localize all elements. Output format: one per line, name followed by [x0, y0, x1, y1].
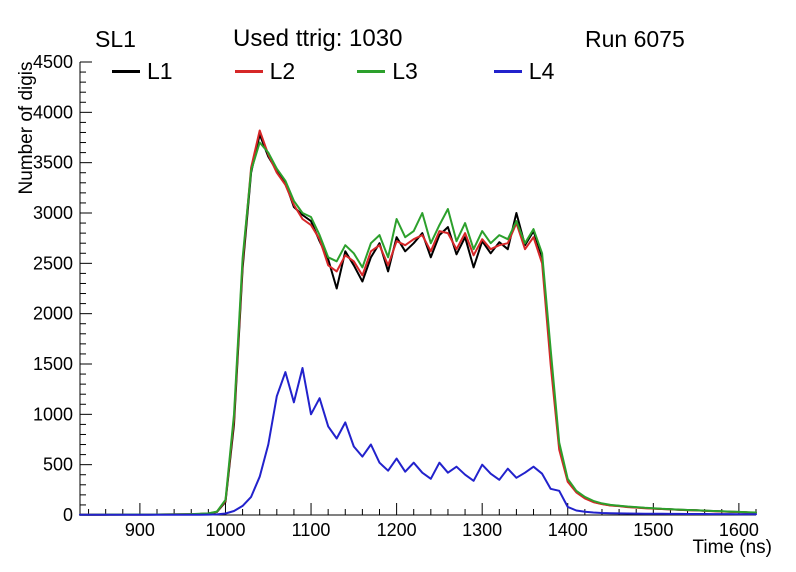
x-tick-label: 900 [125, 520, 155, 540]
y-tick-label: 2000 [33, 304, 73, 324]
legend: L1 L2 L3 L4 [112, 60, 554, 83]
y-tick-label: 2500 [33, 253, 73, 273]
legend-entry-l4: L4 [493, 58, 555, 84]
legend-label-l4: L4 [528, 58, 555, 84]
y-tick-label: 4500 [33, 52, 73, 72]
y-tick-label: 3500 [33, 153, 73, 173]
y-tick-label: 500 [43, 455, 73, 475]
legend-line-l3 [357, 70, 386, 73]
y-tick-label: 3000 [33, 203, 73, 223]
series-line-l3 [79, 141, 757, 516]
legend-label-l2: L2 [269, 58, 296, 84]
legend-line-l1 [112, 70, 140, 73]
x-tick-label: 1400 [548, 520, 588, 540]
series-line-l2 [79, 129, 757, 516]
y-tick-label: 1500 [33, 354, 73, 374]
pad-title-center: Used ttrig: 1030 [233, 25, 403, 52]
pad-title-left: SL1 [95, 26, 136, 52]
legend-entry-l3: L3 [357, 60, 418, 83]
legend-entry-l1: L1 [112, 60, 173, 83]
series-line-l4 [79, 367, 757, 516]
legend-label-l3: L3 [392, 58, 418, 84]
y-tick-label: 0 [63, 505, 73, 525]
series-line-l1 [79, 133, 757, 516]
x-tick-label: 1000 [205, 520, 245, 540]
x-tick-label: 1300 [462, 520, 502, 540]
legend-label-l1: L1 [147, 58, 173, 84]
y-axis-title: Number of digis [16, 61, 37, 195]
legend-line-l4 [493, 70, 522, 73]
x-tick-label: 1200 [377, 520, 417, 540]
legend-line-l2 [234, 70, 263, 73]
legend-entry-l2: L2 [234, 58, 296, 84]
y-tick-label: 1000 [33, 404, 73, 424]
pad-title-right: Run 6075 [585, 26, 685, 52]
x-tick-label: 1100 [292, 520, 331, 540]
x-tick-label: 1600 [719, 520, 759, 540]
x-tick-label: 1500 [633, 520, 673, 540]
y-tick-label: 4000 [33, 102, 73, 122]
x-axis-title: Time (ns) [692, 537, 772, 558]
